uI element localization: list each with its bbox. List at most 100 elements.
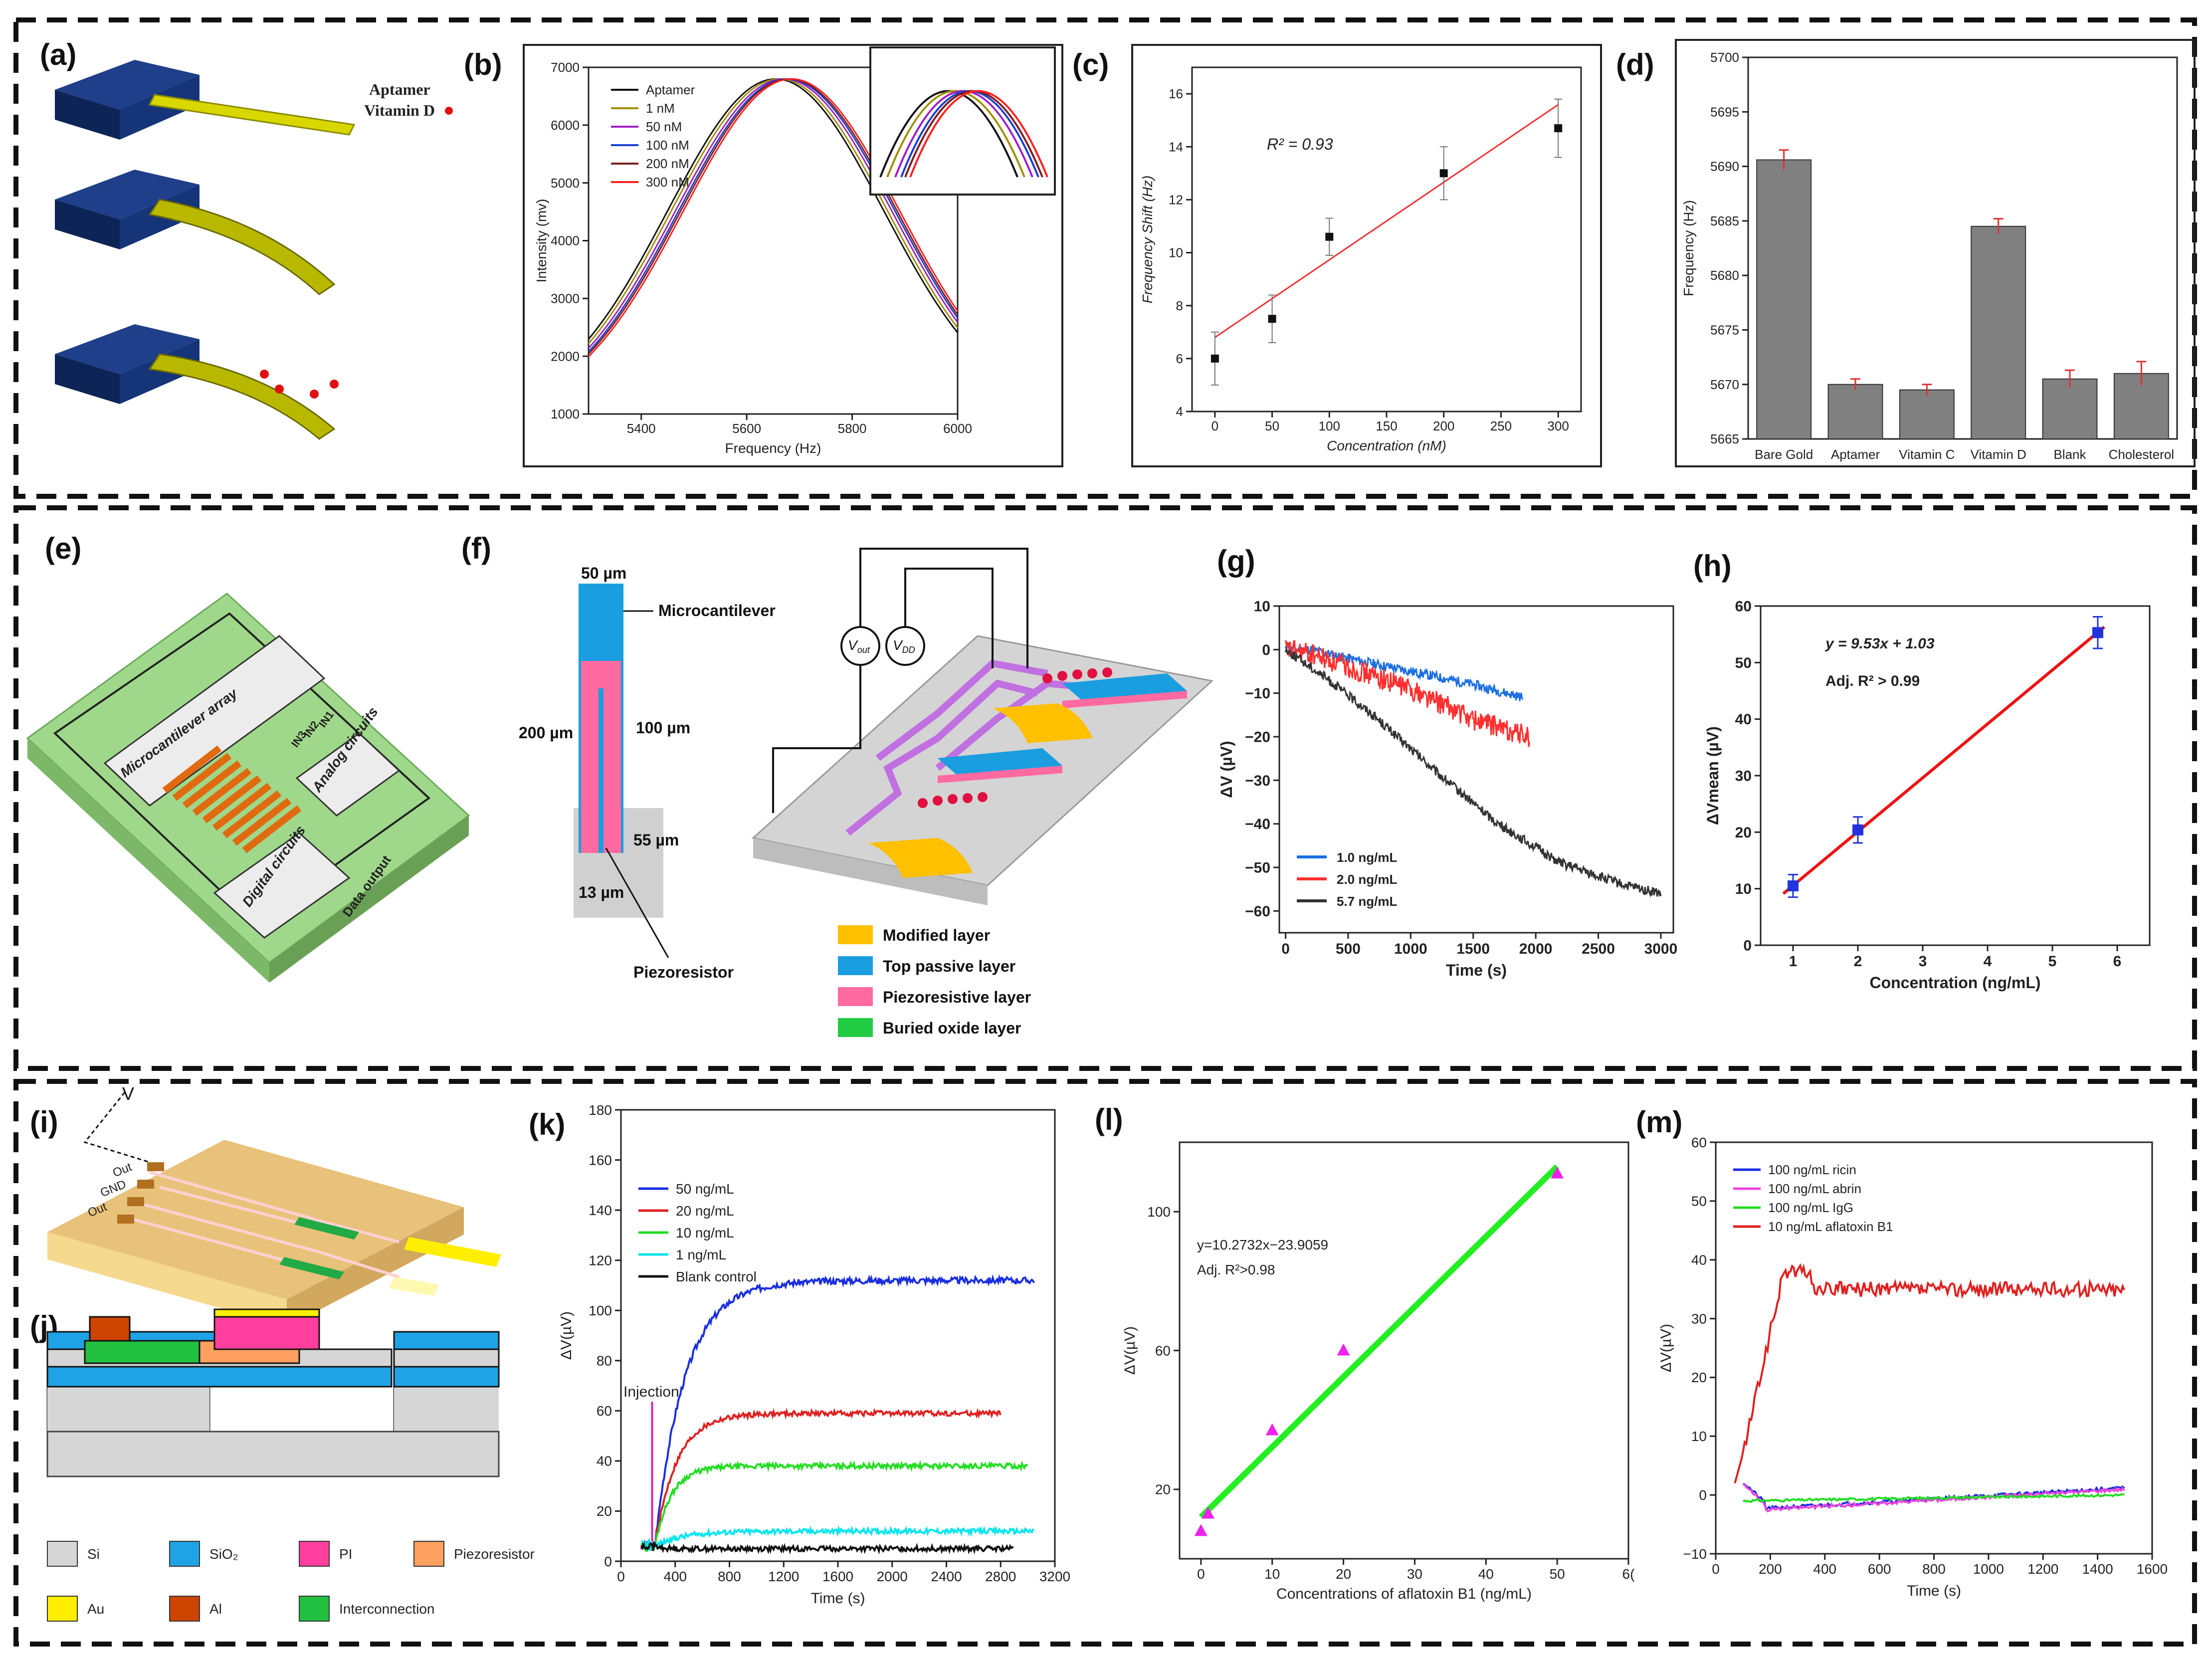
y-tick-label: 10	[1169, 245, 1183, 260]
data-point-4	[1554, 124, 1563, 133]
label-100um: 100 µm	[636, 719, 690, 737]
x-axis-label: Concentration (nM)	[1327, 438, 1446, 453]
data-point-1	[1202, 1506, 1215, 1519]
y-tick-label: 40	[1735, 711, 1752, 728]
x-tick-label: 40	[1478, 1566, 1494, 1582]
legend-label: Au	[87, 1601, 104, 1617]
data-point-3	[1439, 169, 1448, 178]
x-tick-label: 3000	[1644, 941, 1678, 957]
x-tick-label: 50	[1265, 418, 1279, 433]
y-tick-label: 30	[1735, 768, 1752, 785]
bar-3	[1971, 225, 2026, 439]
section-frame-bottom	[13, 1079, 2197, 1647]
x-axis-label: Time (s)	[811, 1590, 865, 1607]
y-tick-label: 5690	[1710, 159, 1739, 174]
legend-swatch	[47, 1596, 78, 1622]
panel-label-k: (k)	[529, 1108, 565, 1141]
fit-equation: y = 9.53x + 1.03	[1824, 635, 1935, 652]
series-line-0	[1285, 643, 1524, 701]
y-tick-label: 60	[1691, 1135, 1707, 1150]
series-line-1	[588, 78, 959, 344]
y-tick-label: 120	[589, 1252, 612, 1268]
y-tick-label: 180	[589, 1102, 612, 1118]
legend-label: 100 ng/mL abrin	[1768, 1181, 1861, 1196]
legend-label: Si	[87, 1546, 100, 1562]
panel-label-h: (h)	[1693, 549, 1732, 583]
x-tick-label: 30	[1407, 1566, 1422, 1582]
x-tick-label: 1000	[1394, 941, 1427, 957]
chart-l: 0 10 20 30 40 50 6(20 60 100 Concentrations of af…	[1122, 1141, 1635, 1602]
y-tick-label: 16	[1169, 86, 1183, 101]
y-axis-label: Frequency Shift (Hz)	[1140, 176, 1155, 304]
panel-label-g: (g)	[1217, 544, 1255, 578]
bar-2	[1899, 389, 1955, 440]
fit-line	[1199, 1164, 1560, 1519]
y-tick-label: 160	[589, 1152, 612, 1168]
data-point-1	[1268, 315, 1276, 323]
series-line-2	[1743, 1493, 2125, 1503]
y-tick-label: 20	[1691, 1370, 1707, 1385]
y-tick-label: −10	[1245, 685, 1270, 702]
legend-label: 20 ng/mL	[676, 1203, 734, 1219]
legend-swatch	[838, 1018, 873, 1037]
legend-label: 200 nM	[646, 156, 689, 171]
label-55um: 55 µm	[633, 831, 679, 849]
series-line-2	[1285, 646, 1662, 898]
legend-label: Al	[209, 1601, 222, 1617]
legend-swatch	[299, 1541, 330, 1567]
x-tick-label: 5800	[838, 421, 867, 436]
x-axis-label: Time (s)	[1907, 1583, 1961, 1599]
panel-b-border	[523, 44, 1063, 467]
x-axis-label: Concentration (ng/mL)	[1869, 974, 2040, 992]
x-tick-label: 5400	[627, 421, 656, 436]
plot-frame	[1278, 605, 1674, 934]
legend-swatch	[169, 1541, 200, 1567]
panel-a-illustration: Aptamer Vitamin D	[55, 60, 453, 440]
vdd-label: V	[893, 637, 903, 653]
y-tick-label: 50	[1735, 655, 1752, 671]
data-point-2	[2092, 627, 2103, 638]
x-tick-label: 150	[1376, 418, 1397, 433]
y-tick-label: −20	[1245, 729, 1270, 746]
panel-label-l: (l)	[1095, 1103, 1123, 1136]
plot-frame	[1747, 56, 2178, 440]
x-tick-label: 20	[1336, 1566, 1351, 1582]
chart-c: 0 50 100 150 200 250 300 4 6 8 10 12 14 16 Concentrati…	[1131, 44, 1602, 467]
series-line-3	[641, 1525, 1034, 1552]
y-tick-label: 5685	[1710, 213, 1739, 228]
series-line-3	[1734, 1263, 2126, 1484]
label-microcantilever: Microcantilever	[658, 602, 776, 620]
y-tick-label: 14	[1169, 139, 1183, 154]
x-tick-label: 200	[1433, 418, 1454, 433]
data-point-4	[1551, 1166, 1564, 1179]
y-tick-label: 30	[1691, 1311, 1707, 1326]
x-axis-label: Time (s)	[1446, 961, 1507, 979]
y-tick-label: 3000	[551, 291, 580, 306]
fit-r2: Adj. R²>0.98	[1197, 1262, 1275, 1277]
x-tick-label: 1500	[1456, 941, 1490, 957]
category-label: Aptamer	[1831, 447, 1880, 462]
panel-label-m: (m)	[1636, 1105, 1682, 1139]
chart-k: 0 400 800 1200 1600 2000 2400 2800 3200 0 20 40 60 80…	[558, 1102, 1070, 1607]
y-tick-label: 5675	[1710, 323, 1739, 338]
y-tick-label: 40	[597, 1454, 612, 1469]
x-tick-label: 600	[1868, 1561, 1891, 1577]
y-tick-label: 0	[1262, 642, 1270, 658]
legend-label: 50 ng/mL	[676, 1181, 734, 1197]
label-50um: 50 µm	[581, 564, 626, 582]
panel-c-border	[1131, 44, 1602, 467]
legend-swatch	[838, 987, 873, 1006]
series-line-1	[640, 1407, 1002, 1552]
y-tick-label: 0	[1743, 938, 1752, 954]
x-tick-label: 1600	[2137, 1561, 2168, 1577]
legend-label: 10 ng/mL	[676, 1225, 734, 1241]
panel-label-c: (c)	[1072, 48, 1109, 81]
y-axis-label: Frequency (Hz)	[1681, 200, 1696, 296]
data-point-0	[1210, 354, 1219, 363]
y-tick-label: 60	[1155, 1343, 1171, 1358]
y-tick-label: 5700	[1710, 50, 1739, 65]
x-tick-label: 1	[1789, 953, 1798, 970]
legend-swatch	[169, 1596, 200, 1622]
y-tick-label: 7000	[551, 60, 580, 75]
